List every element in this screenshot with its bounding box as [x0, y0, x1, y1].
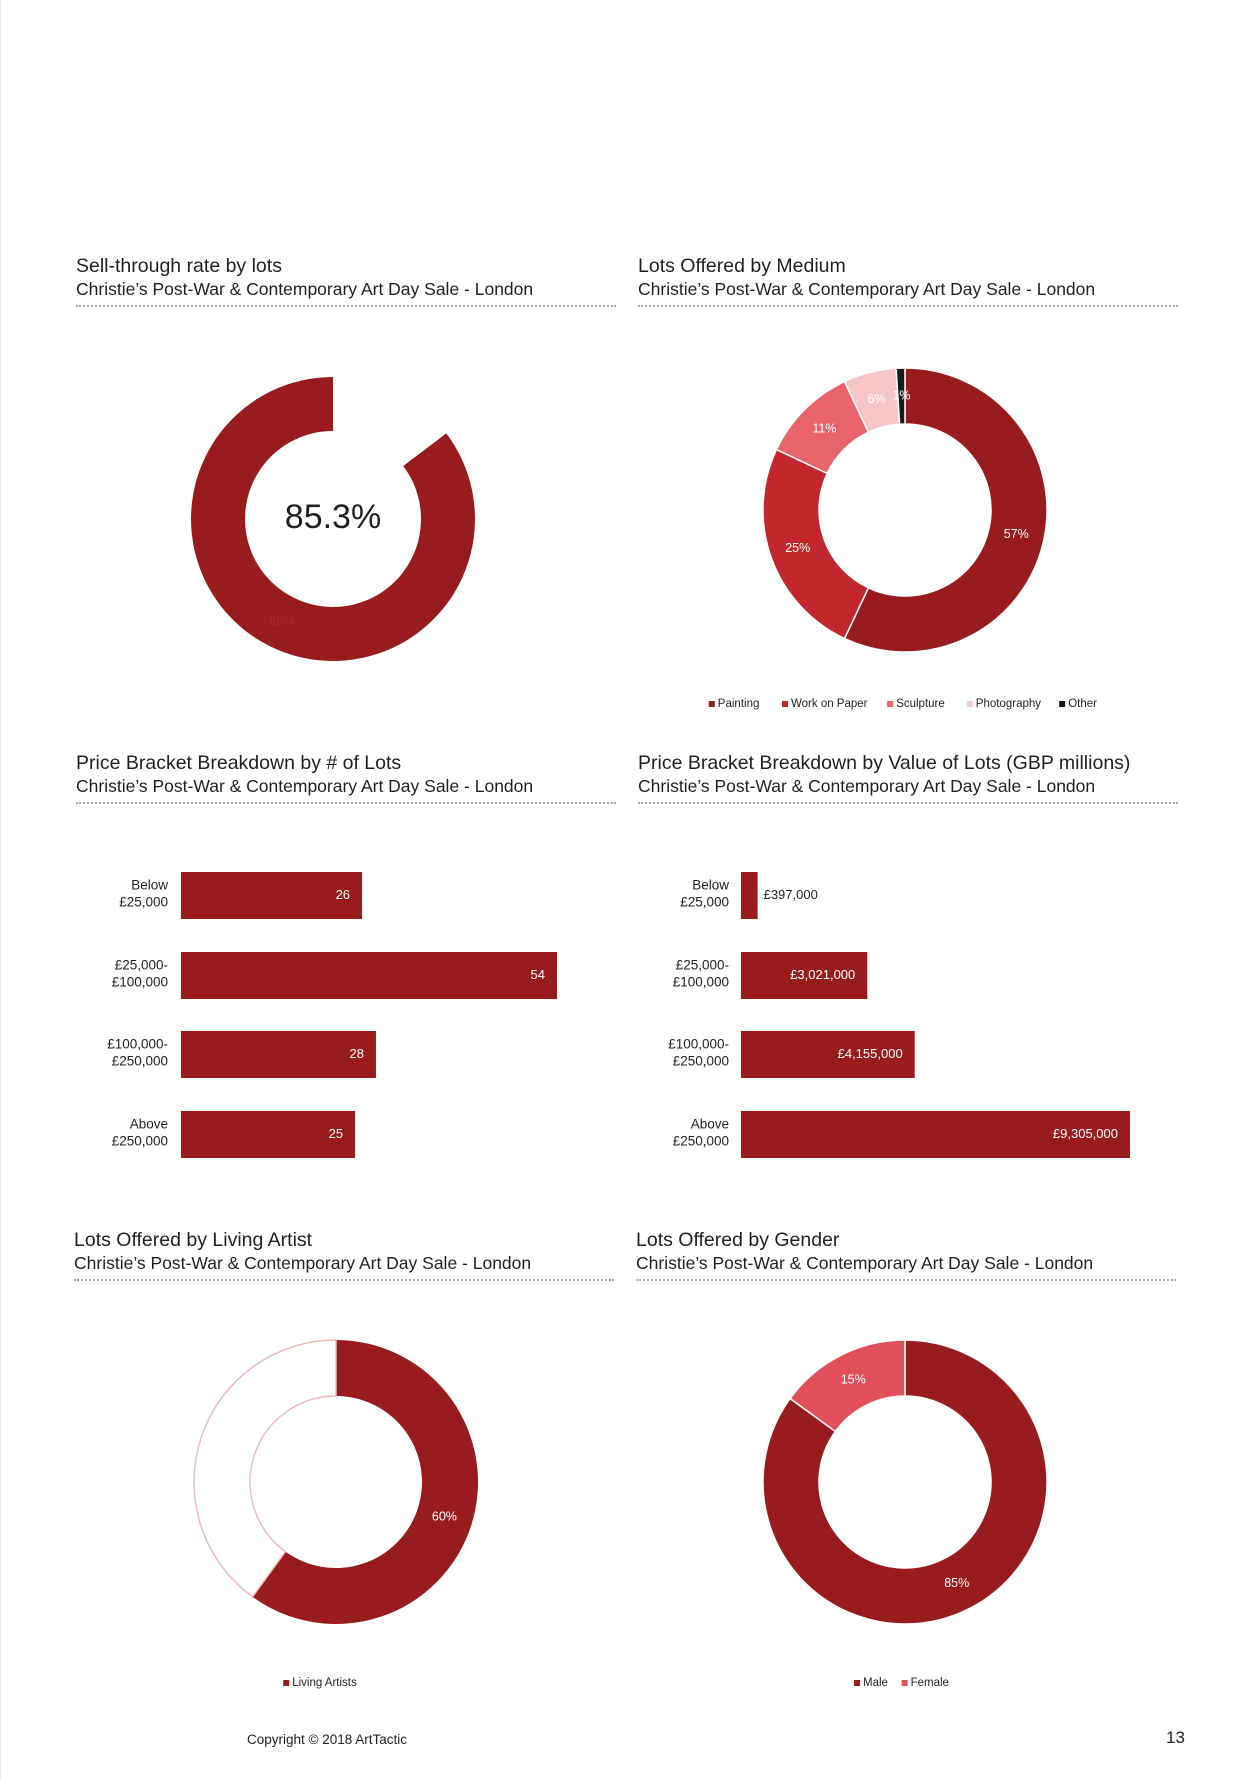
- legend-swatch: [708, 701, 715, 707]
- bar-category-label: Above: [130, 1117, 168, 1132]
- bar-category-label: £250,000: [112, 1054, 168, 1069]
- bar-category-label: Below: [131, 878, 168, 893]
- slice-data-label: 15%: [841, 1373, 866, 1387]
- panel-header-sell-through: Sell-through rate by lots Christie’s Pos…: [76, 255, 616, 307]
- slice-data-label: 57%: [1004, 527, 1029, 541]
- bar-category-label: £100,000: [112, 975, 168, 990]
- legend-label: Other: [1068, 698, 1097, 710]
- bar-category-label: £250,000: [112, 1134, 168, 1149]
- bar-value-label: £9,305,000: [1053, 1126, 1118, 1141]
- bar-value-label: £3,021,000: [790, 967, 855, 982]
- panel-header-value-brackets: Price Bracket Breakdown by Value of Lots…: [638, 752, 1178, 804]
- bar-value-label: 28: [349, 1046, 363, 1061]
- panel-title: Lots Offered by Gender: [636, 1229, 840, 1251]
- bar: [741, 1111, 1130, 1158]
- bar-category-label: £25,000-: [676, 958, 729, 973]
- bar-value-label: £397,000: [764, 887, 818, 902]
- bar-category-label: £250,000: [673, 1054, 729, 1069]
- legend-swatch: [854, 1680, 860, 1686]
- legend-label: Living Artists: [292, 1677, 357, 1689]
- bar-category-label: £25,000: [680, 895, 729, 910]
- slice-data-label: 60%: [432, 1510, 457, 1524]
- panel-subtitle: Christie’s Post-War & Contemporary Art D…: [638, 279, 1096, 299]
- bar-category-label: £250,000: [673, 1134, 729, 1149]
- bar: [741, 1031, 915, 1078]
- legend-swatch: [887, 701, 894, 707]
- page-edge-rule: [0, 0, 1, 1780]
- bar-value-label: £4,155,000: [838, 1046, 903, 1061]
- page-number: 13: [1166, 1728, 1185, 1747]
- panel-subtitle: Christie’s Post-War & Contemporary Art D…: [76, 279, 534, 299]
- dotted-divider: [636, 1279, 1176, 1281]
- bar: [181, 952, 557, 999]
- slice-data-label: 85%: [944, 1576, 969, 1590]
- donut-slice-work-on-paper: [762, 448, 870, 640]
- bar-value-label: 54: [531, 967, 545, 982]
- panel-title: Price Bracket Breakdown by Value of Lots…: [638, 752, 1131, 774]
- legend-label: Sculpture: [896, 698, 945, 710]
- bar-category-label: £25,000-: [115, 958, 168, 973]
- slice-data-label: 85%: [269, 613, 295, 628]
- slice-data-label: 1%: [892, 388, 910, 402]
- panel-title: Sell-through rate by lots: [76, 255, 282, 277]
- bar-category-label: £100,000: [673, 975, 729, 990]
- panel-header-gender: Lots Offered by Gender Christie’s Post-W…: [636, 1229, 1176, 1281]
- panel-title: Lots Offered by Medium: [638, 255, 846, 277]
- slice-data-label: 25%: [785, 541, 810, 555]
- panel-subtitle: Christie’s Post-War & Contemporary Art D…: [638, 776, 1096, 796]
- donut-slice-female: [789, 1339, 906, 1433]
- bar-value-label: 26: [336, 887, 350, 902]
- bar-value-label: 25: [329, 1126, 343, 1141]
- panel-subtitle: Christie’s Post-War & Contemporary Art D…: [74, 1253, 532, 1273]
- slice-data-label: 11%: [812, 422, 836, 436]
- bar-category-label: Above: [691, 1117, 729, 1132]
- bar: [181, 1031, 376, 1078]
- donut-slice-male: [762, 1339, 1048, 1625]
- dotted-divider: [638, 305, 1178, 307]
- donut-slice-sold: [190, 377, 475, 662]
- panel-subtitle: Christie’s Post-War & Contemporary Art D…: [76, 776, 534, 796]
- donut-center-value: 85.3%: [285, 498, 381, 536]
- donut-slice-other: [895, 367, 906, 425]
- dotted-divider: [76, 305, 616, 307]
- donut-slice-painting: [843, 367, 1048, 653]
- footer-copyright: Copyright © 2018 ArtTactic: [247, 1732, 408, 1747]
- dotted-divider: [638, 802, 1178, 804]
- panel-header-living-artist: Lots Offered by Living Artist Christie’s…: [74, 1229, 614, 1281]
- slice-data-label: 6%: [868, 392, 886, 406]
- donut-slice-living-artists: [252, 1340, 479, 1625]
- legend-label: Painting: [718, 698, 760, 710]
- legend-label: Photography: [976, 698, 1041, 710]
- legend-swatch: [1059, 701, 1066, 707]
- bar: [181, 1111, 356, 1158]
- bar: [181, 872, 363, 919]
- dotted-divider: [74, 1279, 614, 1281]
- legend-label: Male: [863, 1677, 888, 1689]
- legend-swatch: [283, 1680, 290, 1686]
- donut-slice-remainder: [193, 1339, 337, 1598]
- bar-category-label: £25,000: [119, 895, 168, 910]
- bar-category-label: £100,000-: [668, 1037, 729, 1052]
- panel-title: Price Bracket Breakdown by # of Lots: [76, 752, 402, 774]
- bar: [741, 872, 758, 919]
- legend-swatch: [966, 701, 973, 707]
- panel-title: Lots Offered by Living Artist: [74, 1229, 313, 1251]
- legend-swatch: [782, 701, 788, 707]
- panel-header-lots-brackets: Price Bracket Breakdown by # of Lots Chr…: [76, 752, 616, 804]
- legend-label: Work on Paper: [791, 698, 868, 710]
- bar-category-label: Below: [692, 878, 729, 893]
- legend-swatch: [901, 1680, 908, 1686]
- panel-subtitle: Christie’s Post-War & Contemporary Art D…: [636, 1253, 1094, 1273]
- bar-category-label: £100,000-: [107, 1037, 168, 1052]
- panel-header-medium: Lots Offered by Medium Christie’s Post-W…: [638, 255, 1178, 307]
- bar: [741, 952, 868, 999]
- legend-label: Female: [911, 1677, 949, 1689]
- dotted-divider: [76, 802, 616, 804]
